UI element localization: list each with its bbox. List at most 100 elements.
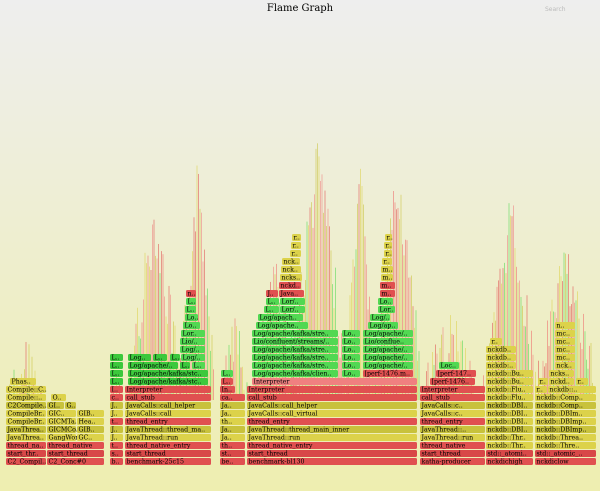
stack-spike[interactable]: [402, 244, 403, 400]
stack-frame[interactable]: Lo..: [342, 338, 360, 346]
stack-frame[interactable]: Log/apache/..: [363, 346, 413, 354]
frame-rect[interactable]: [128, 370, 208, 377]
frame-rect[interactable]: [535, 386, 547, 393]
stack-frame[interactable]: Phas..: [10, 378, 36, 386]
stack-spike[interactable]: [199, 208, 201, 400]
stack-frame[interactable]: CompileBr..: [6, 418, 46, 426]
frame-rect[interactable]: [363, 354, 413, 361]
frame-rect[interactable]: [77, 426, 104, 433]
stack-spike[interactable]: [502, 268, 504, 400]
stack-frame[interactable]: nckdb::Comp..: [535, 394, 596, 402]
stack-frame[interactable]: Loc..: [439, 362, 459, 370]
stack-spike[interactable]: [167, 323, 168, 400]
stack-frame[interactable]: Java..: [279, 290, 304, 298]
stack-spike[interactable]: [330, 250, 332, 400]
frame-rect[interactable]: [6, 434, 46, 441]
stack-frame[interactable]: mc..: [555, 330, 575, 338]
stack-frame[interactable]: nckdb::Thre..: [535, 442, 596, 450]
frame-rect[interactable]: [252, 330, 338, 337]
stack-spike[interactable]: [363, 204, 364, 400]
stack-spike[interactable]: [520, 296, 522, 400]
frame-rect[interactable]: [378, 306, 395, 313]
frame-rect[interactable]: [368, 322, 398, 329]
stack-spike[interactable]: [511, 216, 513, 400]
stack-frame[interactable]: thread_entry: [125, 418, 211, 426]
frame-rect[interactable]: [220, 410, 245, 417]
frame-rect[interactable]: [125, 402, 211, 409]
stack-spike[interactable]: [513, 205, 514, 400]
stack-spike[interactable]: [405, 239, 406, 400]
frame-rect[interactable]: [110, 410, 123, 417]
stack-frame[interactable]: nckdb::..: [548, 386, 596, 394]
frame-rect[interactable]: [535, 442, 596, 449]
stack-frame[interactable]: std::_atomic_..: [535, 450, 596, 458]
stack-spike[interactable]: [149, 266, 150, 400]
stack-frame[interactable]: thread_entry: [247, 418, 417, 426]
frame-rect[interactable]: [535, 394, 596, 401]
stack-spike[interactable]: [289, 338, 291, 400]
stack-frame[interactable]: t..: [110, 418, 123, 426]
stack-frame[interactable]: nckdb::DBI..: [486, 426, 533, 434]
stack-spike[interactable]: [34, 370, 36, 400]
frame-rect[interactable]: [363, 346, 413, 353]
stack-frame[interactable]: L..: [110, 370, 123, 378]
stack-spike[interactable]: [364, 236, 366, 400]
frame-rect[interactable]: [110, 450, 123, 457]
frame-rect[interactable]: [47, 426, 76, 433]
stack-frame[interactable]: nckdb::Bu..: [486, 370, 533, 378]
frame-rect[interactable]: [110, 402, 123, 409]
stack-spike[interactable]: [318, 156, 320, 400]
stack-frame[interactable]: Log/..: [370, 314, 390, 322]
frame-rect[interactable]: [6, 426, 46, 433]
stack-frame[interactable]: Log/apache/kafka/clien..: [252, 370, 338, 378]
stack-spike[interactable]: [426, 371, 427, 400]
frame-rect[interactable]: [420, 426, 485, 433]
frame-rect[interactable]: [381, 274, 393, 281]
frame-rect[interactable]: [555, 362, 575, 369]
stack-frame[interactable]: Log/apache/kafka/stre..: [252, 362, 338, 370]
stack-spike[interactable]: [207, 288, 208, 400]
stack-spike[interactable]: [315, 148, 317, 400]
stack-frame[interactable]: Lio/confluent/streams/..: [252, 338, 338, 346]
stack-frame[interactable]: nckdb::Thr..: [486, 434, 533, 442]
stack-spike[interactable]: [396, 209, 397, 400]
frame-rect[interactable]: [128, 362, 178, 369]
frame-rect[interactable]: [110, 426, 123, 433]
frame-rect[interactable]: [247, 458, 417, 465]
frame-rect[interactable]: [153, 354, 167, 361]
stack-frame[interactable]: m..: [381, 266, 393, 274]
stack-frame[interactable]: b..: [110, 458, 123, 466]
frame-rect[interactable]: [486, 370, 533, 377]
stack-spike[interactable]: [504, 262, 505, 400]
stack-frame[interactable]: GI..: [47, 402, 64, 410]
frame-rect[interactable]: [186, 290, 196, 297]
stack-frame[interactable]: JavaThrea..: [6, 434, 46, 442]
stack-frame[interactable]: nck..: [555, 362, 575, 370]
stack-frame[interactable]: nckdb::DBImp..: [535, 418, 596, 426]
stack-frame[interactable]: nckd..: [549, 378, 574, 386]
frame-rect[interactable]: [439, 362, 459, 369]
frame-rect[interactable]: [77, 418, 104, 425]
stack-frame[interactable]: start_thread: [47, 450, 104, 458]
stack-frame[interactable]: be..: [220, 458, 245, 466]
frame-rect[interactable]: [535, 402, 596, 409]
stack-frame[interactable]: L..: [110, 378, 123, 386]
stack-spike[interactable]: [225, 355, 227, 400]
stack-frame[interactable]: L..: [186, 298, 196, 306]
stack-spike[interactable]: [517, 282, 519, 400]
stack-spike[interactable]: [357, 203, 358, 400]
stack-spike[interactable]: [152, 224, 153, 400]
stack-spike[interactable]: [412, 306, 414, 400]
stack-spike[interactable]: [569, 306, 571, 400]
stack-spike[interactable]: [204, 249, 205, 400]
stack-frame[interactable]: s..: [110, 450, 123, 458]
stack-frame[interactable]: JavaCalls::c..: [420, 410, 485, 418]
stack-frame[interactable]: nckdb::Comp..: [535, 402, 596, 410]
frame-rect[interactable]: [125, 458, 211, 465]
frame-rect[interactable]: [420, 434, 485, 441]
stack-frame[interactable]: thread_native: [420, 442, 485, 450]
frame-rect[interactable]: [6, 418, 46, 425]
stack-frame[interactable]: nckdb::Bu..: [486, 378, 533, 386]
stack-frame[interactable]: Compile::C..: [6, 386, 47, 394]
stack-spike[interactable]: [532, 354, 534, 400]
